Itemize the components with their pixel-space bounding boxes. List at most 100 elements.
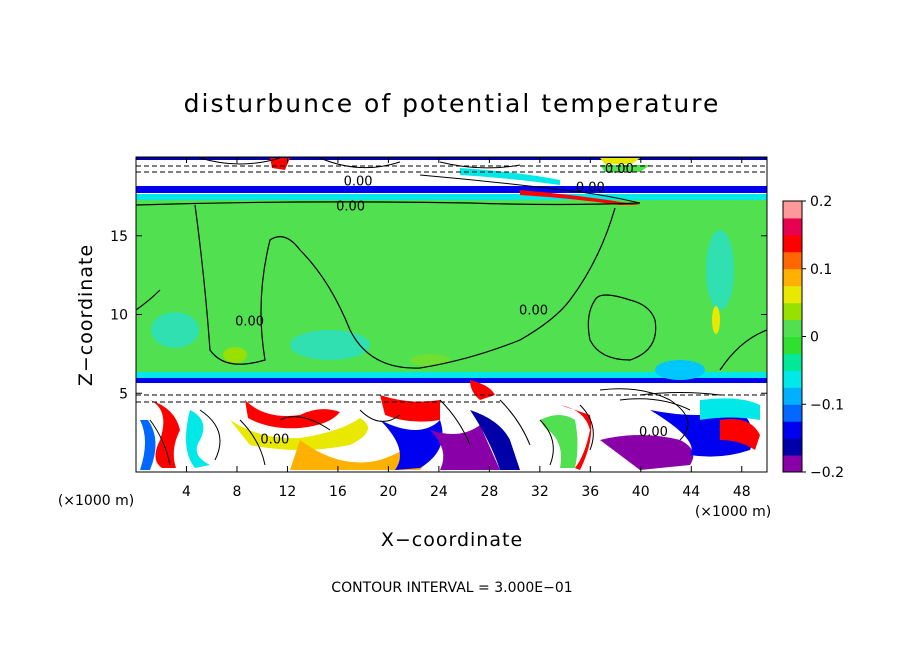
cyan-blob (151, 312, 199, 348)
contour-line (149, 409, 266, 466)
colorbar-swatch (783, 217, 802, 236)
contour-line (279, 399, 471, 446)
colorbar-swatch (783, 404, 802, 422)
zero-contour-line (587, 294, 657, 361)
zero-contour-line (136, 201, 641, 206)
yellow-blob (410, 354, 450, 366)
colorbar-swatch (783, 421, 802, 439)
x-origin-unit-label: (×1000 m) (58, 493, 134, 509)
colorbar-swatch (783, 438, 802, 456)
x-tick-label: 28 (480, 484, 498, 500)
red-feature (270, 158, 290, 170)
contour-line (499, 399, 594, 466)
cyan-blob (290, 330, 370, 360)
contour-interval-note: CONTOUR INTERVAL = 3.000E−01 (331, 580, 572, 596)
x-tick-label: 48 (733, 484, 751, 500)
white-band-top (136, 181, 767, 185)
chart-title: disturbunce of potential temperature (184, 89, 721, 118)
colorbar-swatch (783, 234, 802, 253)
cyan-feature (186, 410, 210, 468)
x-tick-label: 32 (531, 484, 549, 500)
x-tick-label: 24 (430, 484, 448, 500)
contour-label: 0.00 (344, 174, 373, 189)
x-tick-label: 12 (279, 484, 297, 500)
colorbar-swatch (783, 285, 802, 304)
colorbar-swatch (783, 268, 802, 287)
red-feature (720, 419, 760, 450)
x-tick-label: 44 (682, 484, 700, 500)
zero-contour-line (194, 204, 616, 369)
x-axis-title: X−coordinate (381, 529, 523, 551)
yellow-blob (712, 306, 720, 334)
orange-feature (290, 430, 434, 470)
x-tick-label: 4 (182, 484, 191, 500)
y-tick-label: 15 (110, 229, 128, 245)
x-tick-label: 8 (232, 484, 241, 500)
dashed-contour (136, 165, 767, 403)
yellow-feature (230, 418, 368, 450)
y-tick-label: 5 (119, 386, 128, 402)
contour-label: 0.00 (260, 433, 289, 448)
cyan-band-low (136, 372, 767, 380)
colorbar-swatch (783, 455, 802, 473)
colorbar-swatch (783, 319, 802, 337)
red-feature (560, 405, 592, 470)
zero-contour-line (719, 329, 767, 371)
x-axis-unit-label: (×1000 m) (695, 504, 771, 520)
yellow-blob (223, 347, 247, 363)
red-feature (150, 400, 180, 468)
colorbar-swatch (783, 387, 802, 405)
colorbar-swatch (783, 201, 802, 219)
colorbar-swatch (783, 251, 802, 270)
colorbar-tick-label: −0.1 (810, 397, 844, 413)
blue-feature (380, 420, 443, 470)
blue-feature (470, 410, 520, 470)
x-tick-label: 20 (379, 484, 397, 500)
purple-feature (600, 435, 694, 470)
colorbar-swatch (783, 370, 802, 388)
green-feature (600, 165, 650, 172)
cyan-feature (700, 398, 760, 420)
contour-line (199, 157, 521, 169)
red-feature (245, 400, 340, 429)
cyan-blob (655, 360, 705, 380)
y-axis-ticks: 5 10 15 (110, 229, 767, 402)
x-tick-label: 16 (329, 484, 347, 500)
contour-labels: 0.000.000.000.000.000.000.000.00 (235, 162, 668, 448)
contour-line (599, 388, 721, 441)
cyan-blob (706, 230, 734, 310)
plot-area: 0.000.000.000.000.000.000.000.00 (136, 157, 767, 472)
green-feature (540, 415, 578, 468)
colorbar-tick-label: −0.2 (810, 465, 844, 481)
colorbar-tick-label: 0.2 (810, 194, 832, 210)
colorbar: 0.2 0.1 0 −0.1 −0.2 (782, 194, 844, 481)
x-tick-label: 36 (581, 484, 599, 500)
zero-contour-line (136, 289, 161, 311)
contour-label: 0.00 (519, 304, 548, 319)
yellow-feature (600, 158, 640, 164)
colorbar-swatch (783, 353, 802, 371)
blue-band-top (136, 186, 767, 193)
x-axis-ticks: 4 8 12 16 20 24 28 32 36 40 44 48 (182, 157, 751, 500)
contour-label: 0.00 (605, 162, 634, 177)
top-stripe (136, 157, 767, 160)
red-feature (520, 190, 640, 205)
blue-feature (140, 420, 156, 470)
contour-label: 0.00 (639, 425, 668, 440)
x-tick-label: 40 (632, 484, 650, 500)
colorbar-swatch (783, 302, 802, 321)
y-axis-title: Z−coordinate (75, 244, 97, 386)
blue-band-low (136, 378, 767, 383)
contour-label: 0.00 (336, 200, 365, 215)
contour-label: 0.00 (576, 181, 605, 196)
contour-label: 0.00 (235, 315, 264, 330)
colorbar-tick-label: 0 (810, 330, 819, 346)
colorbar-tick-label: 0.1 (810, 262, 832, 278)
cyan-band-top (136, 194, 767, 200)
contour-line (419, 174, 641, 204)
y-tick-label: 10 (110, 308, 128, 324)
colorbar-swatch (783, 336, 802, 354)
white-band-low (136, 383, 767, 388)
purple-feature (430, 425, 500, 470)
